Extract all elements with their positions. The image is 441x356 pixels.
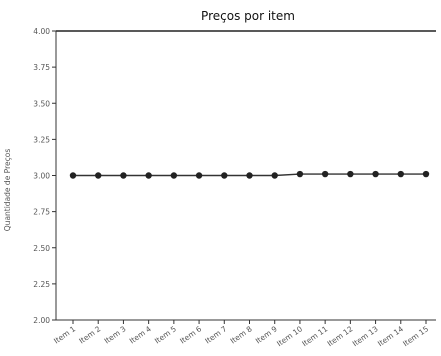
- data-point: [170, 172, 178, 179]
- data-point: [221, 172, 228, 179]
- x-tick-label: Item 2: [77, 324, 102, 345]
- data-point: [422, 170, 430, 178]
- x-tick-label: Item 8: [229, 324, 254, 345]
- x-tick-label: Item 15: [401, 324, 430, 348]
- chart-title: Preços por item: [201, 9, 295, 23]
- y-tick-label: 2.75: [33, 208, 50, 217]
- x-tick-label: Item 14: [376, 324, 405, 348]
- y-tick-label: 2.00: [33, 316, 50, 325]
- x-axis-ticks: Item 1 Item 2 Item 3 Item 4 Item 5 Item 6 Item…: [52, 320, 430, 348]
- y-tick-label: 3.50: [33, 99, 50, 108]
- x-tick-label: Item 4: [128, 324, 153, 345]
- x-tick-label: Item 5: [153, 324, 178, 345]
- x-tick-label: Item 6: [178, 324, 203, 345]
- data-point: [145, 172, 152, 179]
- x-tick-label: Item 3: [103, 324, 128, 345]
- data-point: [397, 170, 404, 178]
- data-point: [321, 170, 329, 178]
- data-point: [120, 172, 127, 179]
- data-point: [195, 172, 203, 179]
- y-tick-label: 2.25: [33, 280, 50, 289]
- data-point: [296, 170, 304, 178]
- x-tick-label: Item 1: [52, 324, 77, 345]
- data-point: [347, 170, 354, 178]
- x-tick-label: Item 11: [300, 324, 329, 348]
- x-tick-label: Item 12: [326, 324, 355, 348]
- series-layer: [69, 170, 430, 179]
- x-tick-label: Item 10: [275, 324, 304, 348]
- y-axis-label: Quantidade de Preços: [3, 149, 12, 232]
- y-tick-label: 4.00: [33, 27, 50, 36]
- data-point: [69, 172, 77, 179]
- y-axis-ticks: 2.00 2.25 2.50 2.75 3.00 3.25 3.50 3.75 4.00: [33, 27, 56, 325]
- data-point: [271, 172, 278, 179]
- x-tick-label: Item 13: [351, 324, 380, 348]
- y-tick-label: 3.00: [33, 172, 50, 181]
- y-tick-label: 2.50: [33, 244, 50, 253]
- data-point: [246, 172, 253, 179]
- y-tick-label: 3.25: [33, 135, 50, 144]
- data-point: [372, 170, 379, 178]
- x-tick-label: Item 7: [203, 324, 228, 345]
- data-point: [95, 172, 102, 179]
- y-tick-label: 3.75: [33, 63, 50, 72]
